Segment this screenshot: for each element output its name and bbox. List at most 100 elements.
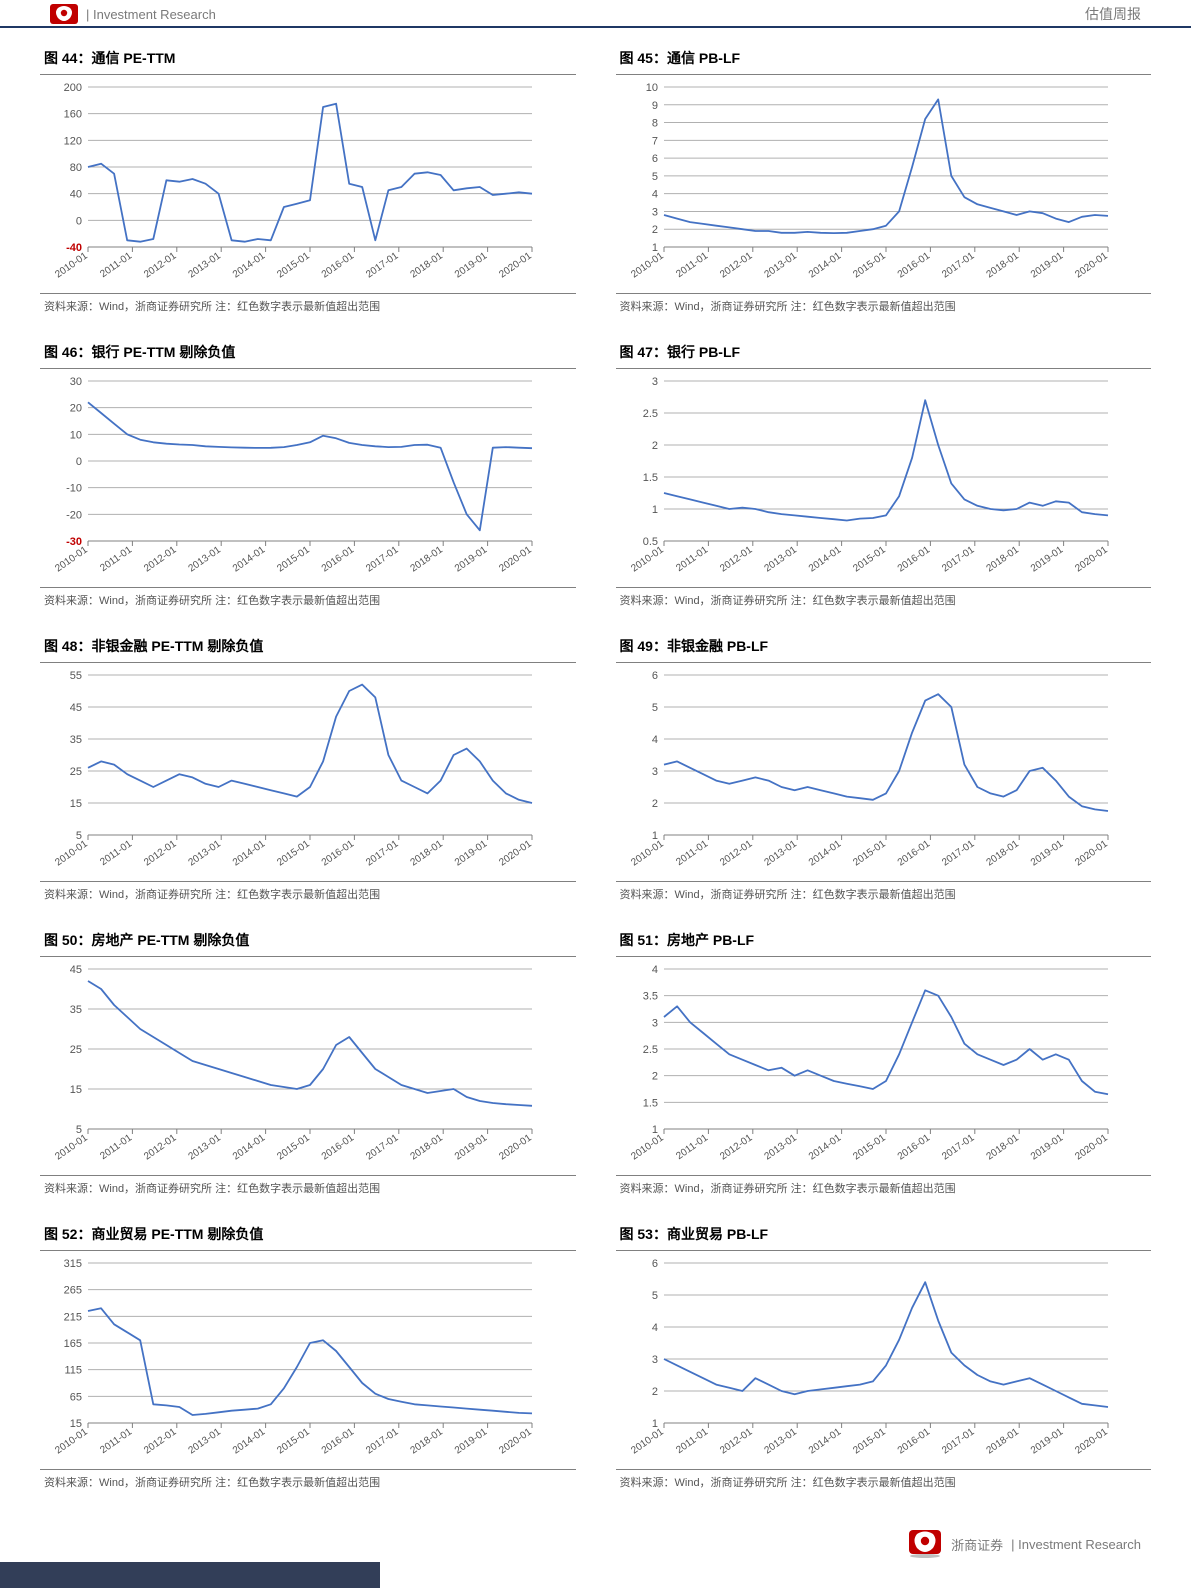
svg-text:8: 8 bbox=[651, 118, 657, 130]
svg-text:9: 9 bbox=[651, 100, 657, 112]
svg-text:2011-01: 2011-01 bbox=[98, 1132, 134, 1162]
svg-text:2019-01: 2019-01 bbox=[1028, 250, 1065, 280]
svg-text:2010-01: 2010-01 bbox=[629, 1426, 666, 1456]
svg-text:35: 35 bbox=[70, 734, 82, 746]
footer-tag: | Investment Research bbox=[1011, 1537, 1141, 1552]
svg-text:5: 5 bbox=[651, 702, 657, 714]
svg-text:2019-01: 2019-01 bbox=[1028, 544, 1065, 574]
svg-text:2: 2 bbox=[651, 1386, 657, 1398]
source-line: 资料来源：Wind，浙商证券研究所 注：红色数字表示最新值超出范围 bbox=[44, 592, 576, 608]
svg-text:115: 115 bbox=[64, 1365, 82, 1377]
svg-text:2018-01: 2018-01 bbox=[984, 544, 1021, 574]
svg-text:2011-01: 2011-01 bbox=[98, 544, 134, 574]
svg-text:2.5: 2.5 bbox=[642, 408, 657, 420]
svg-text:2015-01: 2015-01 bbox=[851, 1426, 888, 1456]
svg-text:2: 2 bbox=[651, 798, 657, 810]
svg-text:2010-01: 2010-01 bbox=[53, 250, 90, 280]
svg-text:2014-01: 2014-01 bbox=[806, 838, 843, 868]
svg-text:2012-01: 2012-01 bbox=[718, 250, 755, 280]
svg-text:2010-01: 2010-01 bbox=[53, 544, 90, 574]
svg-text:2011-01: 2011-01 bbox=[98, 250, 134, 280]
svg-text:2015-01: 2015-01 bbox=[851, 544, 888, 574]
svg-text:2012-01: 2012-01 bbox=[142, 544, 179, 574]
svg-text:2013-01: 2013-01 bbox=[187, 1132, 224, 1162]
svg-text:2015-01: 2015-01 bbox=[851, 838, 888, 868]
svg-text:2015-01: 2015-01 bbox=[275, 250, 312, 280]
svg-text:2018-01: 2018-01 bbox=[984, 838, 1021, 868]
svg-text:1: 1 bbox=[651, 504, 657, 516]
svg-text:2.5: 2.5 bbox=[642, 1044, 657, 1056]
svg-text:7: 7 bbox=[651, 135, 657, 147]
svg-text:2016-01: 2016-01 bbox=[320, 1132, 357, 1162]
chart-box: 0.511.522.532010-012011-012012-012013-01… bbox=[616, 368, 1152, 588]
svg-text:2019-01: 2019-01 bbox=[453, 1426, 490, 1456]
svg-text:265: 265 bbox=[64, 1285, 82, 1297]
chart-grid: 图 44：通信 PE-TTM-40040801201602002010-0120… bbox=[40, 48, 1151, 1508]
svg-text:160: 160 bbox=[64, 109, 82, 121]
svg-text:2020-01: 2020-01 bbox=[497, 1132, 534, 1162]
svg-text:2019-01: 2019-01 bbox=[453, 1132, 490, 1162]
svg-text:2020-01: 2020-01 bbox=[1073, 544, 1110, 574]
svg-text:3: 3 bbox=[651, 206, 657, 218]
svg-text:6: 6 bbox=[651, 670, 657, 682]
header-left: | Investment Research bbox=[50, 4, 216, 24]
svg-text:2013-01: 2013-01 bbox=[762, 1132, 799, 1162]
svg-text:30: 30 bbox=[70, 376, 82, 388]
svg-text:120: 120 bbox=[64, 135, 82, 147]
svg-text:2019-01: 2019-01 bbox=[453, 838, 490, 868]
svg-text:25: 25 bbox=[70, 766, 82, 778]
svg-text:2011-01: 2011-01 bbox=[674, 1132, 710, 1162]
svg-text:2014-01: 2014-01 bbox=[231, 1426, 268, 1456]
svg-text:2016-01: 2016-01 bbox=[895, 250, 932, 280]
svg-text:2015-01: 2015-01 bbox=[851, 250, 888, 280]
svg-text:2017-01: 2017-01 bbox=[940, 1132, 977, 1162]
footer: 浙商证券 | Investment Research bbox=[0, 1528, 1191, 1588]
figure-title: 图 46：银行 PE-TTM 剔除负值 bbox=[44, 342, 576, 362]
svg-text:2018-01: 2018-01 bbox=[984, 1426, 1021, 1456]
svg-text:2017-01: 2017-01 bbox=[940, 1426, 977, 1456]
source-line: 资料来源：Wind，浙商证券研究所 注：红色数字表示最新值超出范围 bbox=[44, 298, 576, 314]
footer-logo-icon bbox=[907, 1528, 943, 1561]
svg-text:2020-01: 2020-01 bbox=[1073, 1132, 1110, 1162]
svg-text:1.5: 1.5 bbox=[642, 1097, 657, 1109]
svg-text:6: 6 bbox=[651, 1258, 657, 1270]
svg-text:80: 80 bbox=[70, 162, 82, 174]
svg-text:2014-01: 2014-01 bbox=[806, 1426, 843, 1456]
header: | Investment Research 估值周报 bbox=[0, 0, 1191, 28]
source-line: 资料来源：Wind，浙商证券研究所 注：红色数字表示最新值超出范围 bbox=[620, 886, 1152, 902]
chart-box: 515253545552010-012011-012012-012013-012… bbox=[40, 662, 576, 882]
chart-cell: 图 50：房地产 PE-TTM 剔除负值5152535452010-012011… bbox=[40, 930, 576, 1214]
figure-title: 图 51：房地产 PB-LF bbox=[620, 930, 1152, 950]
svg-text:20: 20 bbox=[70, 403, 82, 415]
svg-text:2014-01: 2014-01 bbox=[231, 838, 268, 868]
figure-title: 图 50：房地产 PE-TTM 剔除负值 bbox=[44, 930, 576, 950]
svg-text:2010-01: 2010-01 bbox=[629, 838, 666, 868]
svg-text:2016-01: 2016-01 bbox=[320, 1426, 357, 1456]
svg-text:2013-01: 2013-01 bbox=[187, 1426, 224, 1456]
figure-title: 图 53：商业贸易 PB-LF bbox=[620, 1224, 1152, 1244]
chart-cell: 图 49：非银金融 PB-LF1234562010-012011-012012-… bbox=[616, 636, 1152, 920]
svg-text:2011-01: 2011-01 bbox=[674, 250, 710, 280]
svg-text:3.5: 3.5 bbox=[642, 991, 657, 1003]
svg-text:2013-01: 2013-01 bbox=[187, 544, 224, 574]
svg-text:2020-01: 2020-01 bbox=[497, 544, 534, 574]
svg-text:2019-01: 2019-01 bbox=[453, 250, 490, 280]
chart-box: -30-20-1001020302010-012011-012012-01201… bbox=[40, 368, 576, 588]
footer-logo-area: 浙商证券 | Investment Research bbox=[907, 1528, 1141, 1561]
svg-text:2014-01: 2014-01 bbox=[806, 544, 843, 574]
svg-text:40: 40 bbox=[70, 189, 82, 201]
svg-text:45: 45 bbox=[70, 964, 82, 976]
svg-text:2017-01: 2017-01 bbox=[364, 1426, 401, 1456]
svg-text:2020-01: 2020-01 bbox=[1073, 838, 1110, 868]
svg-text:2010-01: 2010-01 bbox=[629, 1132, 666, 1162]
svg-text:2016-01: 2016-01 bbox=[320, 250, 357, 280]
svg-text:2010-01: 2010-01 bbox=[629, 250, 666, 280]
svg-text:0: 0 bbox=[76, 456, 82, 468]
figure-title: 图 52：商业贸易 PE-TTM 剔除负值 bbox=[44, 1224, 576, 1244]
svg-text:2014-01: 2014-01 bbox=[231, 250, 268, 280]
svg-text:35: 35 bbox=[70, 1004, 82, 1016]
svg-text:2: 2 bbox=[651, 1071, 657, 1083]
figure-title: 图 48：非银金融 PE-TTM 剔除负值 bbox=[44, 636, 576, 656]
svg-text:2018-01: 2018-01 bbox=[409, 838, 446, 868]
svg-text:2010-01: 2010-01 bbox=[53, 838, 90, 868]
